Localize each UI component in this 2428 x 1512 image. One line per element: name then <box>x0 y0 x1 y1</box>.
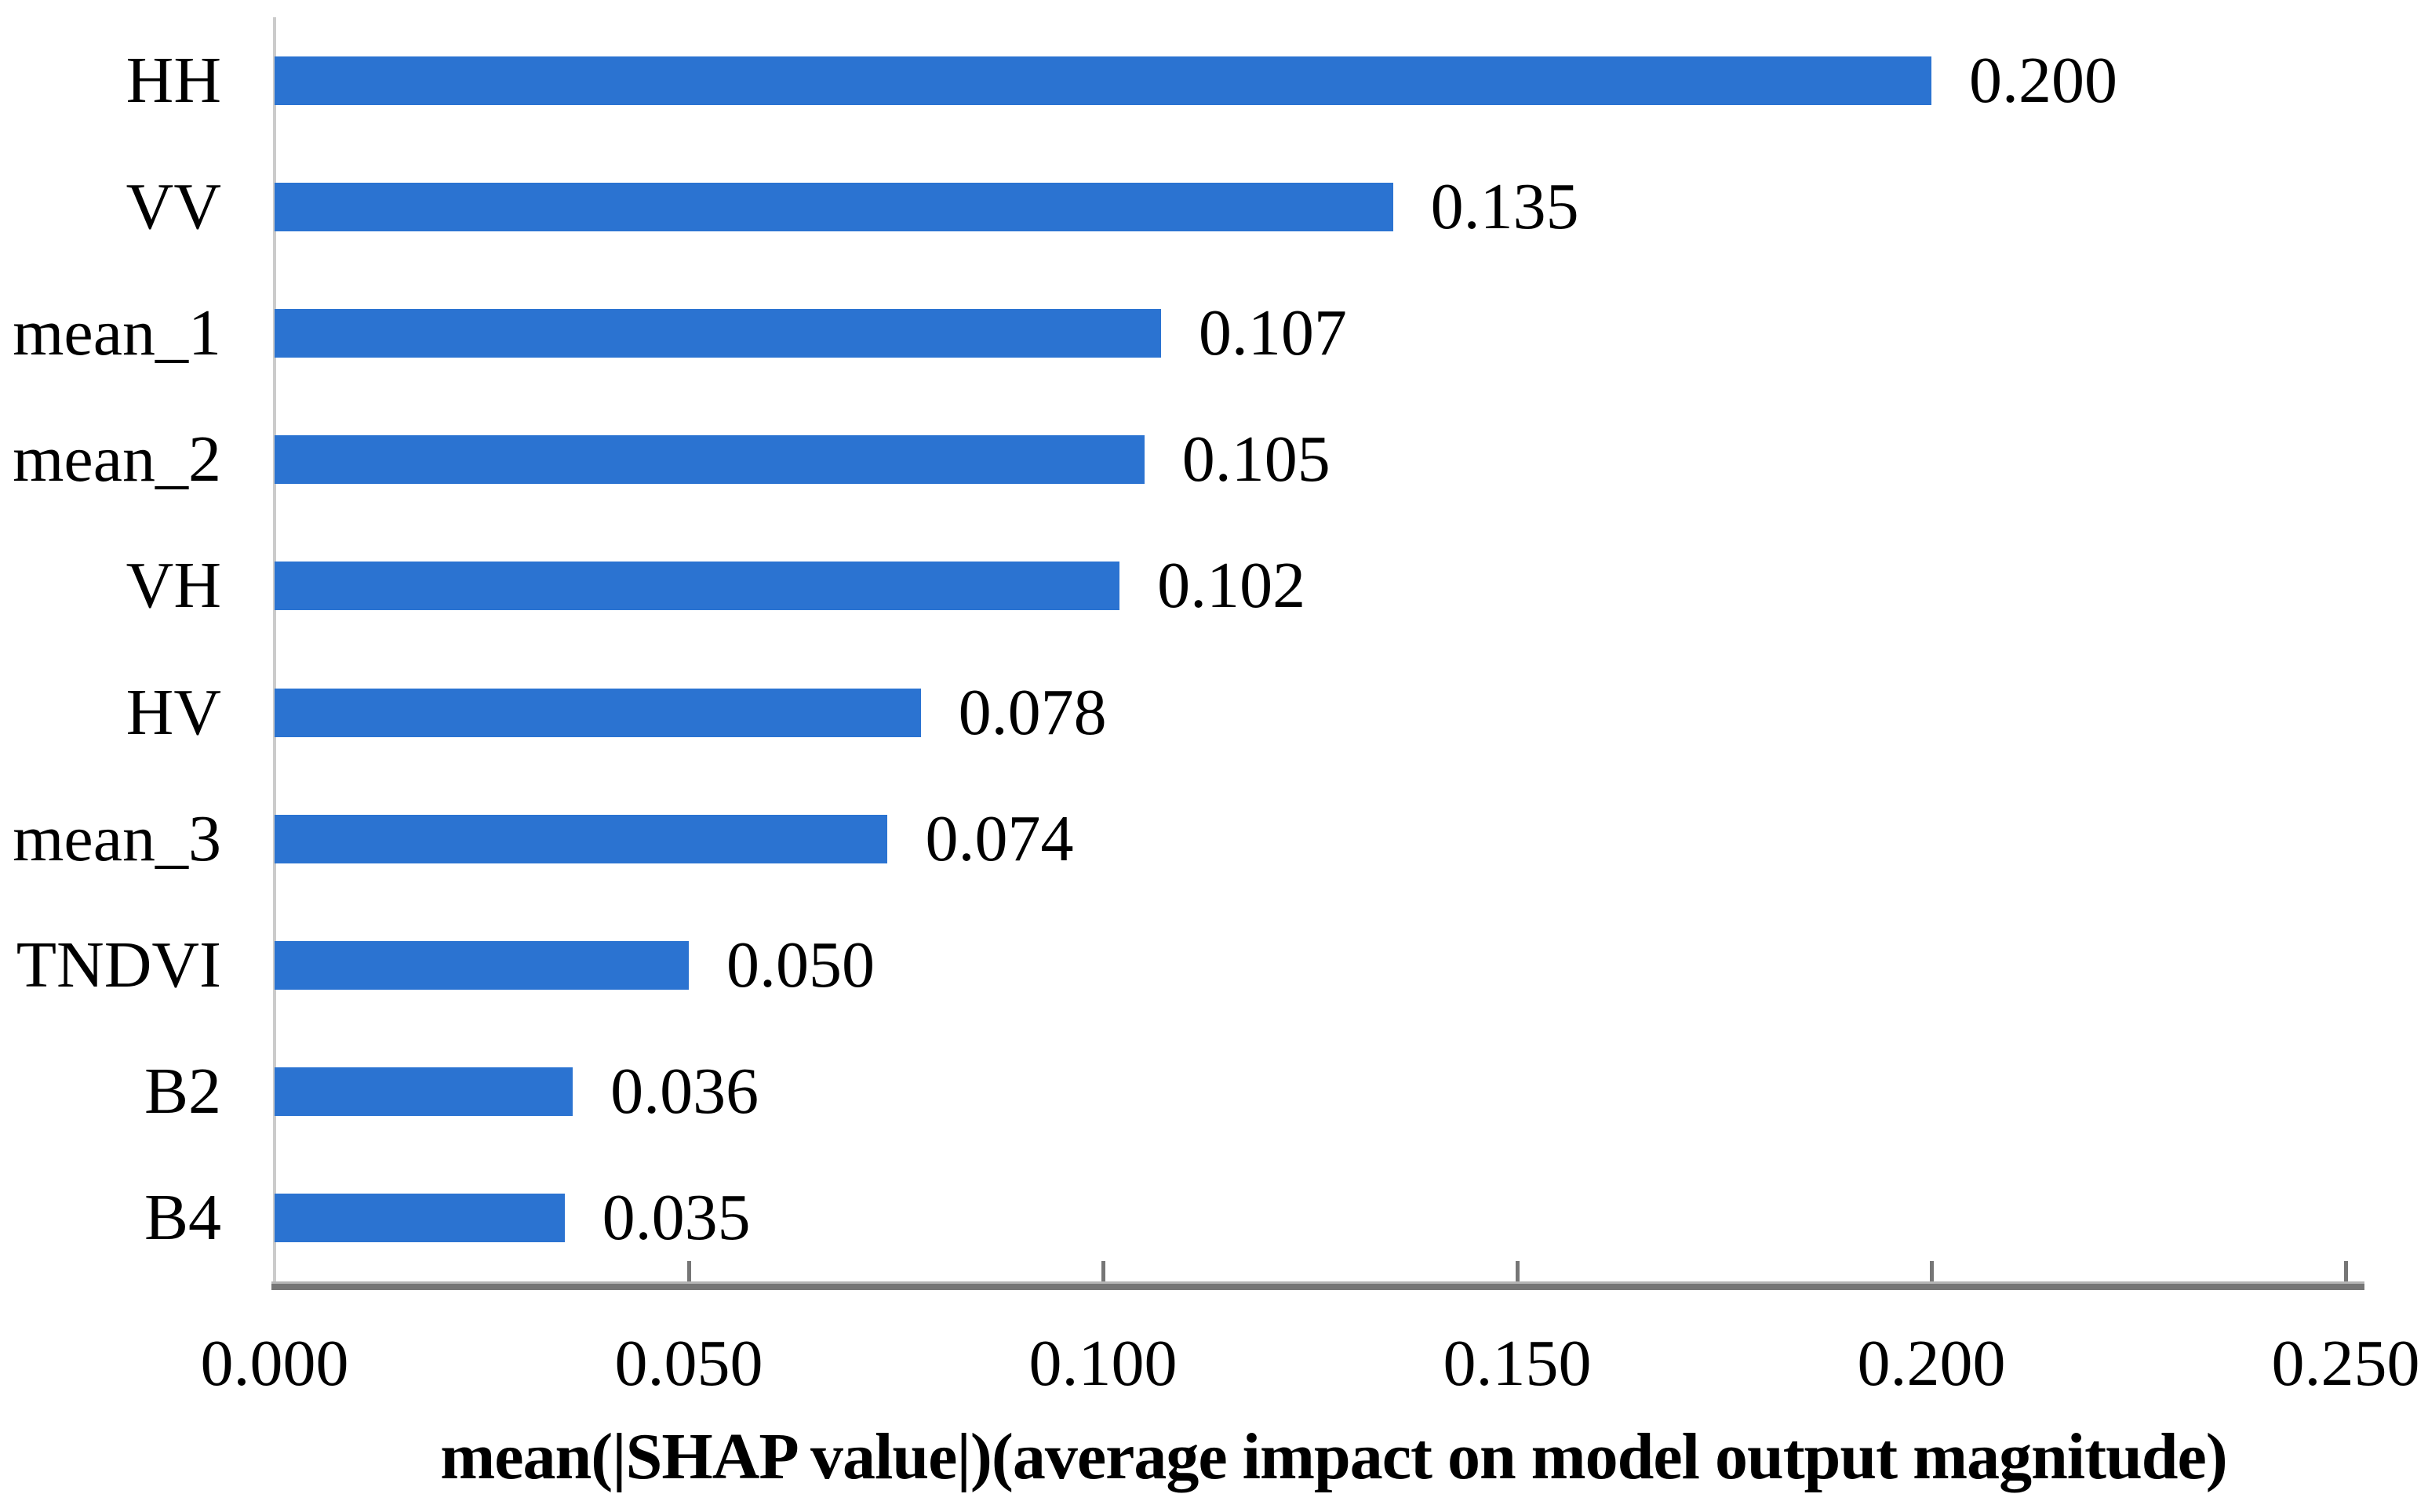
category-label: mean_1 <box>13 296 221 369</box>
value-label: 0.035 <box>602 1181 751 1255</box>
category-label: B2 <box>144 1055 221 1129</box>
category-label: HV <box>126 675 221 749</box>
value-label: 0.078 <box>958 675 1107 749</box>
value-label: 0.105 <box>1181 423 1330 496</box>
category-label: TNDVI <box>16 929 221 1001</box>
category-label: mean_3 <box>13 801 221 875</box>
x-axis-line <box>271 1281 2364 1290</box>
bar <box>275 562 1120 611</box>
bar <box>275 182 1393 231</box>
x-tick <box>687 1261 691 1281</box>
bar <box>275 688 921 737</box>
x-tick-label: 0.150 <box>1443 1327 1592 1400</box>
bar <box>275 1067 573 1117</box>
category-label: mean_2 <box>13 423 221 496</box>
x-axis-title: mean(|SHAP value|)(average impact on mod… <box>440 1420 2228 1493</box>
bar <box>275 309 1161 358</box>
value-label: 0.036 <box>610 1055 759 1129</box>
value-label: 0.102 <box>1157 549 1306 623</box>
bar <box>275 814 888 863</box>
x-tick <box>1930 1261 1934 1281</box>
x-tick-label: 0.050 <box>614 1327 763 1400</box>
bar <box>275 1194 565 1243</box>
bar <box>275 435 1145 485</box>
bar <box>275 941 689 990</box>
x-tick <box>1101 1261 1105 1281</box>
x-tick-label: 0.100 <box>1028 1327 1178 1400</box>
x-tick-label: 0.000 <box>200 1327 349 1400</box>
x-tick-label: 0.200 <box>1857 1327 2006 1400</box>
x-tick <box>2344 1261 2348 1281</box>
category-label: VV <box>126 169 221 243</box>
value-label: 0.135 <box>1430 169 1579 243</box>
value-label: 0.074 <box>925 801 1074 875</box>
x-tick <box>1516 1261 1520 1281</box>
value-label: 0.050 <box>726 929 875 1001</box>
category-label: B4 <box>144 1181 221 1255</box>
bar <box>275 56 1931 105</box>
category-label: VH <box>126 549 221 623</box>
value-label: 0.200 <box>1969 43 2117 117</box>
x-tick-label: 0.250 <box>2271 1327 2420 1400</box>
category-label: HH <box>126 43 221 117</box>
value-label: 0.107 <box>1198 296 1347 369</box>
y-axis-line <box>273 17 276 1283</box>
